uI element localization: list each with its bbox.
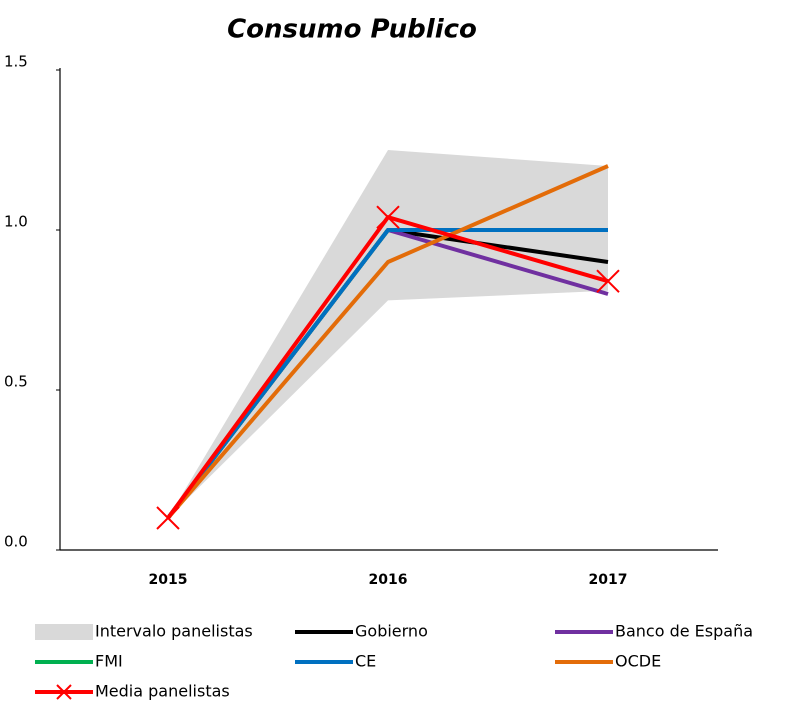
legend-label: Banco de España <box>615 622 753 641</box>
legend-swatch <box>35 624 93 640</box>
legend-label: Media panelistas <box>95 682 230 701</box>
series-line <box>166 164 609 520</box>
x-tick-label: 2015 <box>149 572 188 588</box>
marker <box>156 506 180 530</box>
y-tick-label: 1.0 <box>4 213 28 231</box>
marker <box>596 269 620 293</box>
legend-label: Gobierno <box>355 622 428 641</box>
legend-marker <box>56 684 72 700</box>
range-band <box>168 150 608 518</box>
y-tick-label: 0.0 <box>4 533 28 551</box>
y-tick-label: 1.5 <box>4 53 28 71</box>
legend-label: CE <box>355 652 376 671</box>
marker <box>376 205 400 229</box>
legend-label: Intervalo panelistas <box>95 622 253 641</box>
legend-label: OCDE <box>615 652 661 671</box>
series-line <box>166 228 608 520</box>
legend-label: FMI <box>95 652 123 671</box>
chart-title: Consumo Publico <box>227 15 477 45</box>
x-tick-label: 2016 <box>369 572 408 588</box>
x-tick-label: 2017 <box>589 572 628 588</box>
y-tick-label: 0.5 <box>4 373 28 391</box>
